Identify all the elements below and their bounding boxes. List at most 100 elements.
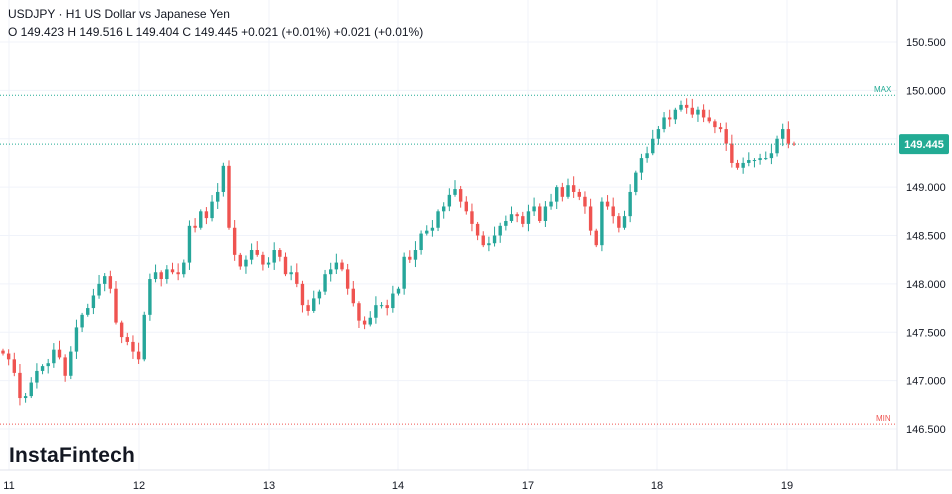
candle-body [142, 314, 146, 360]
min-label: MIN [876, 414, 891, 423]
candle [119, 320, 124, 344]
candle [153, 264, 158, 283]
candle [221, 162, 226, 197]
candle-body [199, 211, 203, 228]
reference-lines: MAX MIN 149.445 [0, 85, 949, 425]
candle-body [402, 256, 406, 289]
candle-body [80, 314, 84, 328]
candle-body [594, 230, 598, 246]
candle-body [470, 211, 474, 224]
candle-body [57, 349, 62, 358]
candle-body [396, 288, 401, 294]
candle-body [351, 288, 355, 304]
candle-body [724, 129, 728, 144]
candle [634, 170, 638, 196]
candle-body [521, 216, 525, 224]
candle-body [244, 259, 248, 267]
candle-body [46, 363, 50, 367]
candle [521, 211, 525, 228]
candle-body [583, 196, 587, 207]
candle [329, 262, 333, 282]
candle [12, 352, 16, 377]
y-tick-label: 150.500 [906, 37, 946, 49]
candle [504, 215, 508, 231]
candle-body [374, 305, 378, 318]
candle [679, 100, 683, 112]
candle-body [108, 276, 113, 289]
candle-body [63, 357, 67, 376]
candle [764, 151, 768, 161]
candle-body [40, 366, 45, 371]
candle-body [295, 272, 299, 284]
candle-body [413, 250, 418, 260]
candle-body [509, 214, 514, 221]
candle [543, 201, 548, 227]
candle-body [560, 187, 565, 197]
candle-body [419, 233, 423, 251]
candle-body [600, 201, 604, 246]
x-tick-label: 18 [651, 480, 663, 492]
candle-body [713, 121, 717, 128]
candle-body [379, 305, 384, 307]
candle-body [52, 349, 56, 364]
candle [555, 185, 559, 209]
candle [193, 218, 197, 233]
candle [40, 364, 45, 375]
candle-body [571, 185, 576, 192]
candle [458, 185, 463, 208]
candle [6, 349, 11, 366]
candle [345, 263, 350, 295]
candle [408, 250, 412, 263]
candle-body [786, 129, 791, 144]
candle-body [114, 288, 118, 323]
candle-body [741, 162, 745, 168]
candle [769, 144, 774, 165]
candle [713, 119, 717, 134]
candle-body [283, 256, 288, 275]
candle-body [543, 206, 548, 221]
candle-body [385, 305, 389, 309]
candle-body [696, 109, 700, 115]
candle-body [35, 370, 39, 383]
candle-body [391, 293, 395, 309]
candle [475, 221, 480, 241]
candle-body [368, 317, 372, 325]
candle-body [436, 211, 440, 228]
candle-body [526, 211, 531, 224]
candle-body [249, 250, 254, 260]
candle [735, 159, 740, 170]
candle-body [668, 117, 672, 120]
candle-body [357, 303, 361, 321]
candle [781, 123, 785, 147]
candle [509, 206, 514, 223]
candle-body [447, 194, 452, 207]
candle [74, 319, 79, 359]
last-price-tag: 149.445 [899, 134, 949, 155]
candle [148, 273, 152, 321]
candle [419, 230, 423, 255]
candle [481, 231, 485, 248]
candle-body [639, 158, 644, 173]
candle-body [176, 272, 180, 275]
candle [718, 122, 723, 133]
candle-body [487, 243, 491, 246]
candle [498, 222, 502, 243]
candle-body [792, 143, 796, 145]
candle [114, 280, 118, 325]
candle-body [69, 351, 73, 376]
candle-body [764, 158, 768, 160]
candle-body [18, 372, 22, 399]
candle [170, 262, 175, 275]
candle [571, 176, 576, 198]
candle [402, 252, 406, 295]
candle [255, 241, 259, 257]
candle-body [289, 272, 293, 275]
candle-body [29, 382, 33, 397]
candle [385, 299, 389, 316]
candle [131, 335, 135, 359]
candle-body [504, 220, 508, 226]
candle [368, 311, 372, 327]
candle-body [442, 206, 446, 212]
symbol-title[interactable]: USDJPY · H1 US Dollar vs Japanese Yen [8, 7, 230, 21]
